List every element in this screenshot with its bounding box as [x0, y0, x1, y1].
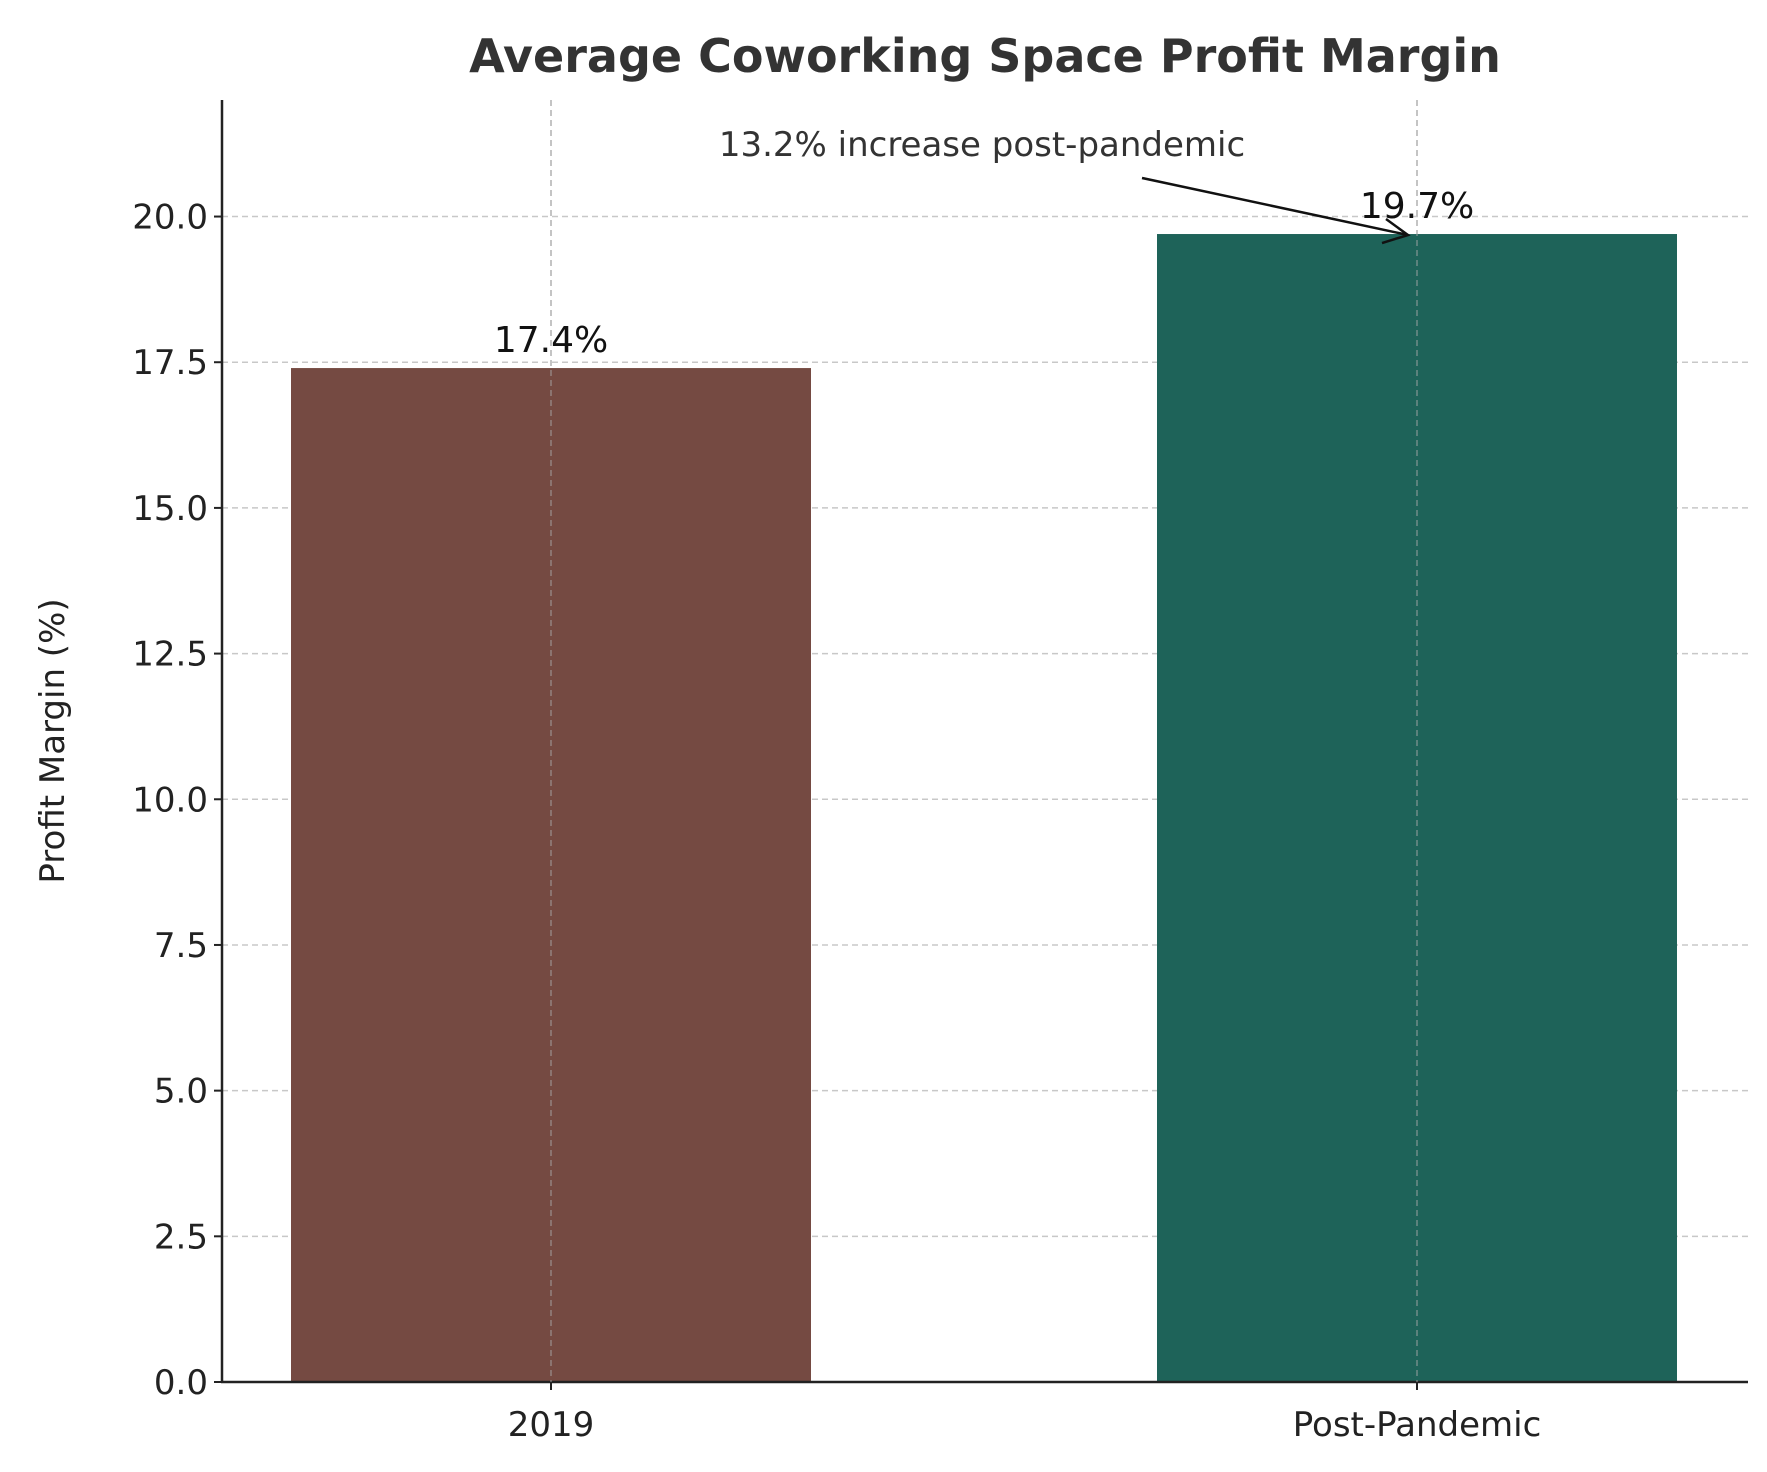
y-tick-label: 15.0: [132, 489, 208, 529]
y-tick-label: 12.5: [132, 635, 208, 675]
annotation-text: 13.2% increase post-pandemic: [719, 125, 1245, 165]
y-tick-label: 0.0: [154, 1363, 208, 1403]
y-tick-label: 7.5: [154, 926, 208, 966]
annotation-arrow-line: [1141, 176, 1409, 237]
y-tick-label: 20.0: [132, 198, 208, 238]
y-tick-label: 10.0: [132, 780, 208, 820]
y-tick-label: 17.5: [132, 343, 208, 383]
y-tick-label: 5.0: [154, 1072, 208, 1112]
x-tick-label: 2019: [508, 1405, 595, 1445]
bar-post-pandemic: [1157, 234, 1677, 1383]
x-tick-label: Post-Pandemic: [1293, 1405, 1542, 1445]
chart-title: Average Coworking Space Profit Margin: [469, 29, 1501, 83]
y-tick-label: 2.5: [154, 1217, 208, 1257]
annotation-arrowhead-icon: [1381, 218, 1411, 245]
y-axis-label: Profit Margin (%): [33, 598, 73, 883]
